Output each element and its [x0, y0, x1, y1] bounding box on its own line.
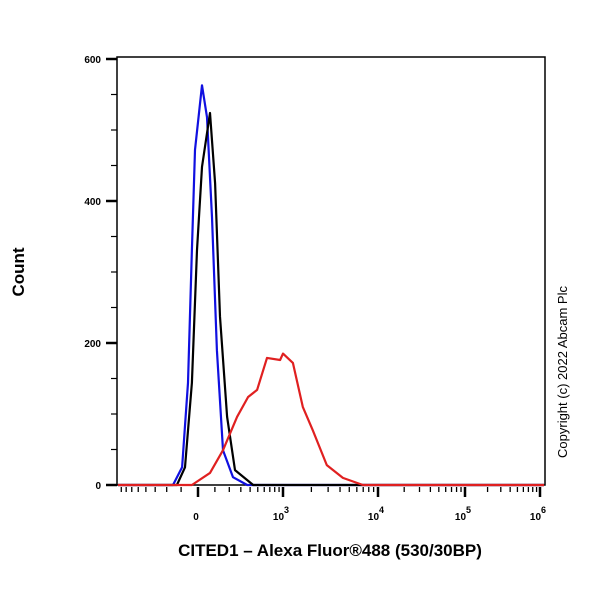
plot-frame — [116, 56, 546, 486]
histogram-series-2 — [118, 111, 544, 487]
x-tick-label: 106 — [530, 505, 546, 523]
y-tick-label: 0 — [95, 481, 101, 492]
x-axis-title: CITED1 – Alexa Fluor®488 (530/30BP) — [178, 541, 482, 560]
x-axis: 0 103 104 105 106 — [120, 487, 546, 523]
x-tick-label: 105 — [455, 505, 471, 523]
y-tick-label: 200 — [84, 339, 101, 350]
x-tick-label: 0 — [193, 512, 199, 523]
series-group — [118, 84, 544, 487]
y-axis: 0 200 400 600 — [84, 55, 117, 492]
histogram-series-3 — [118, 352, 544, 487]
x-tick-label: 104 — [368, 505, 384, 523]
copyright-annotation: Copyright (c) 2022 Abcam Plc — [555, 286, 570, 458]
y-tick-label: 600 — [84, 55, 101, 66]
y-axis-title: Count — [9, 247, 28, 296]
y-tick-label: 400 — [84, 197, 101, 208]
histogram-series-1 — [118, 84, 544, 487]
x-tick-label: 103 — [273, 505, 289, 523]
